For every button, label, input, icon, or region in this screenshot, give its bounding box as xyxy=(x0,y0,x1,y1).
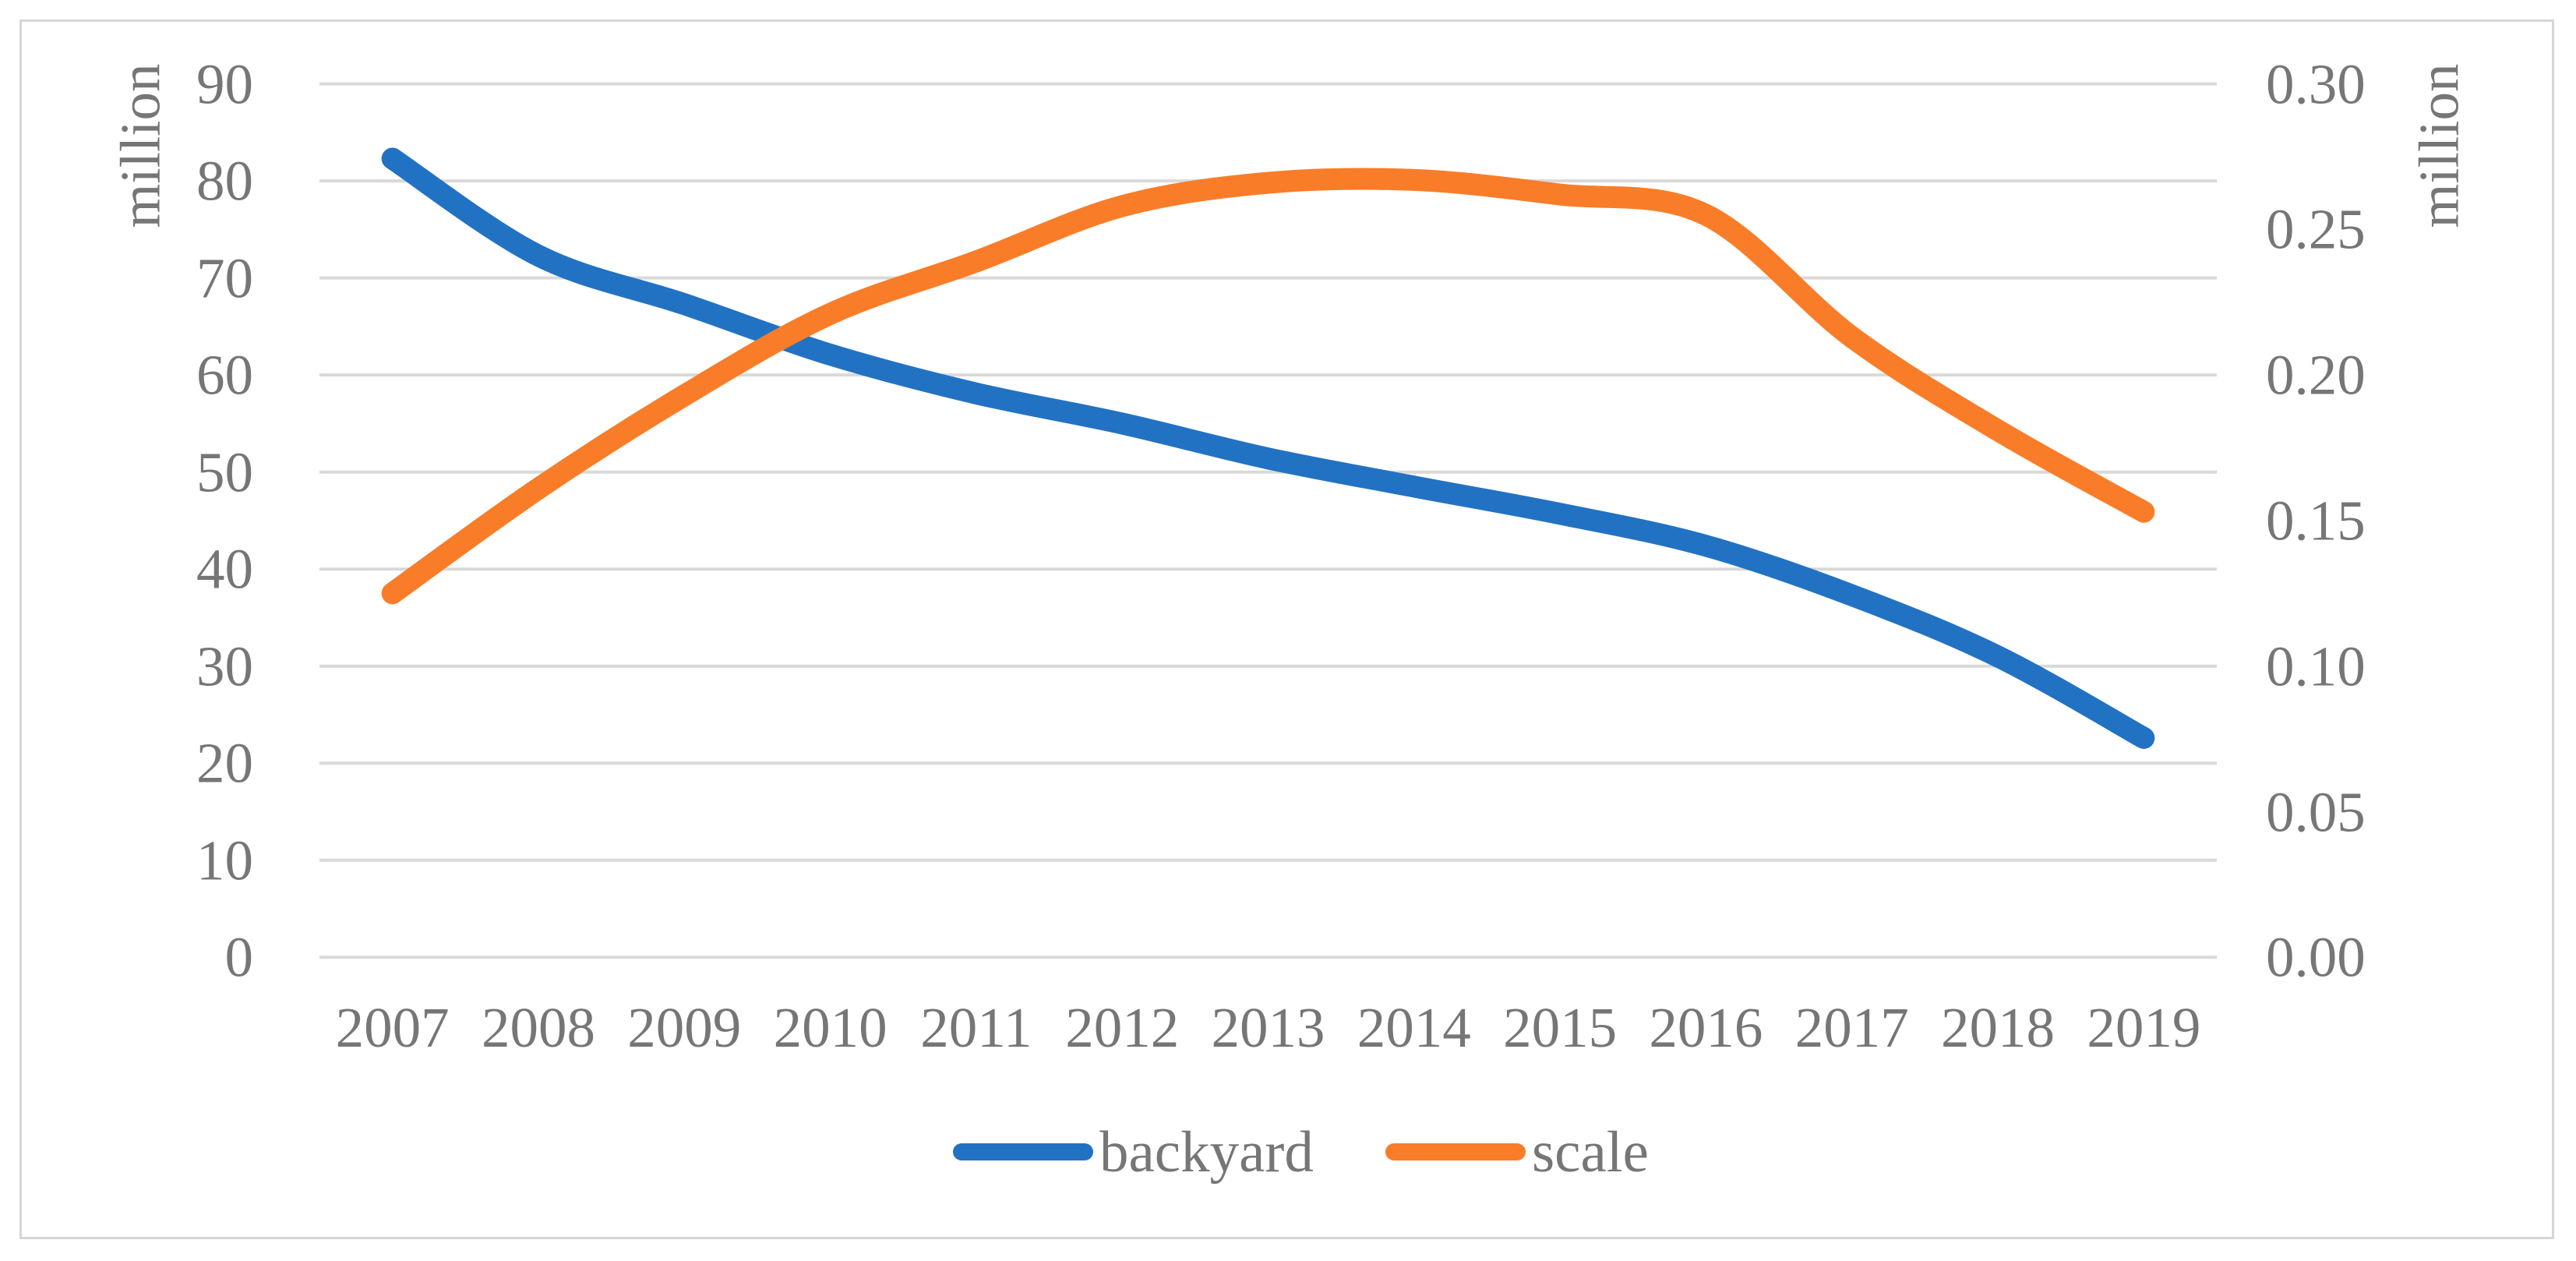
x-axis-tick-label: 2013 xyxy=(1211,996,1325,1059)
x-axis-tick-label: 2016 xyxy=(1649,996,1763,1059)
y-axis-right-tick-label: 0.10 xyxy=(2266,634,2366,698)
y-axis-left-tick-label: 20 xyxy=(196,731,253,795)
y-axis-title-right: million xyxy=(2407,63,2471,228)
y-axis-right-tick-label: 0.00 xyxy=(2266,925,2366,989)
chart-frame xyxy=(19,19,2554,1239)
y-axis-right-tick-label: 0.15 xyxy=(2266,489,2366,553)
x-axis-tick-label: 2017 xyxy=(1794,996,1909,1059)
y-axis-left-tick-label: 60 xyxy=(196,343,253,407)
x-axis-tick-label: 2014 xyxy=(1357,996,1471,1059)
series-line-scale xyxy=(381,168,2155,605)
x-axis-tick-label: 2007 xyxy=(335,996,450,1059)
y-axis-right-tick-label: 0.05 xyxy=(2266,780,2366,844)
series-line-backyard xyxy=(381,147,2155,749)
legend-swatch-scale xyxy=(1385,1143,1526,1160)
y-axis-left-tick-label: 70 xyxy=(196,246,253,310)
x-axis-tick-label: 2019 xyxy=(2087,996,2201,1059)
y-axis-left-tick-label: 90 xyxy=(196,52,253,116)
x-axis-tick-label: 2010 xyxy=(773,996,887,1059)
x-axis-tick-label: 2012 xyxy=(1065,996,1180,1059)
legend-swatch-backyard xyxy=(953,1143,1093,1160)
y-axis-right-tick-label: 0.25 xyxy=(2266,197,2366,261)
x-axis-tick-label: 2009 xyxy=(627,996,742,1059)
x-axis-tick-label: 2018 xyxy=(1941,996,2056,1059)
y-axis-left-tick-label: 10 xyxy=(196,828,253,892)
y-axis-right-tick-label: 0.30 xyxy=(2266,52,2366,116)
x-axis-tick-label: 2015 xyxy=(1503,996,1618,1059)
y-axis-left-tick-label: 50 xyxy=(196,440,253,504)
legend-label-scale: scale xyxy=(1532,1119,1649,1185)
y-axis-left-tick-label: 0 xyxy=(224,925,254,989)
y-axis-left-tick-label: 80 xyxy=(196,149,253,213)
y-axis-title-left: million xyxy=(108,63,172,228)
gridlines-layer xyxy=(319,82,2217,959)
y-axis-left-tick-label: 40 xyxy=(196,537,253,601)
series-layer xyxy=(381,147,2155,749)
x-axis-tick-label: 2008 xyxy=(481,996,595,1059)
x-axis-tick-label: 2011 xyxy=(920,996,1032,1059)
y-axis-left-tick-label: 30 xyxy=(196,634,253,698)
y-axis-right-tick-label: 0.20 xyxy=(2266,343,2366,407)
legend-label-backyard: backyard xyxy=(1099,1119,1314,1185)
